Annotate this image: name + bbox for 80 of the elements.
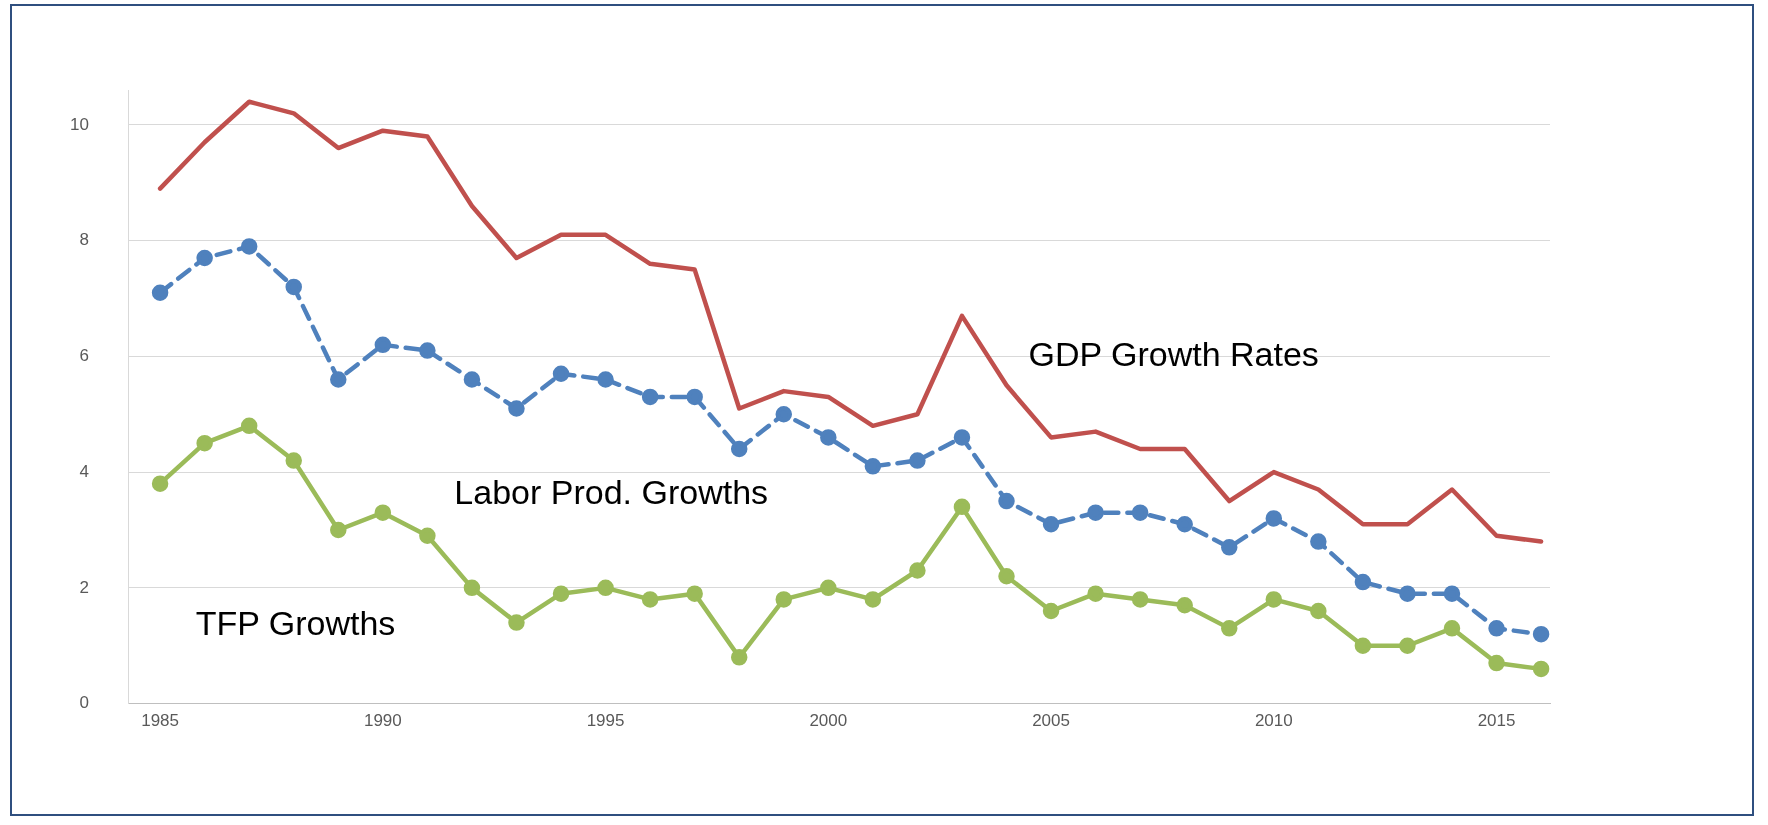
point — [1131, 504, 1149, 521]
y-tick-label: 8 — [79, 230, 89, 250]
point — [1354, 573, 1372, 591]
point — [1042, 602, 1060, 620]
x-tick-label: 2000 — [809, 711, 848, 731]
x-tick-label: 2010 — [1254, 711, 1293, 731]
point — [597, 371, 614, 388]
point — [508, 614, 525, 631]
point — [419, 527, 436, 545]
point — [330, 521, 347, 539]
point — [552, 585, 570, 602]
point — [285, 452, 302, 469]
point — [1310, 602, 1327, 620]
point — [1488, 620, 1505, 637]
point — [775, 406, 793, 423]
point — [953, 429, 971, 446]
point — [240, 417, 258, 435]
point — [730, 440, 748, 458]
point — [820, 579, 837, 597]
x-tick-label: 1985 — [141, 711, 180, 731]
point — [686, 585, 703, 602]
point — [1532, 660, 1550, 678]
point — [196, 249, 213, 267]
point — [463, 579, 481, 597]
point — [1488, 654, 1505, 672]
point — [820, 429, 837, 446]
point — [196, 434, 213, 452]
y-tick-label: 10 — [69, 114, 89, 134]
point — [151, 284, 169, 301]
point — [1399, 637, 1416, 654]
y-tick-label: 6 — [79, 346, 89, 366]
point — [1221, 539, 1238, 556]
point — [641, 388, 659, 406]
point — [1443, 620, 1461, 637]
series-label: GDP Growth Rates — [1028, 334, 1319, 373]
x-tick-label: 1990 — [363, 711, 402, 731]
point — [1176, 515, 1193, 533]
point — [686, 388, 703, 406]
point — [1176, 596, 1193, 614]
point — [1087, 585, 1104, 602]
point — [1354, 637, 1372, 654]
point — [730, 649, 748, 666]
y-tick-label: 2 — [79, 577, 89, 597]
point — [909, 452, 926, 469]
point — [285, 278, 302, 296]
point — [1221, 620, 1238, 637]
point — [1042, 515, 1060, 533]
series-label: Labor Prod. Growths — [454, 473, 769, 512]
point — [508, 400, 525, 417]
point — [1399, 585, 1416, 602]
point — [775, 591, 793, 608]
point — [552, 365, 570, 382]
point — [374, 504, 392, 521]
x-tick-label: 1995 — [586, 711, 625, 731]
point — [953, 498, 971, 516]
point — [597, 579, 614, 597]
point — [463, 371, 481, 388]
point — [151, 475, 169, 492]
point — [374, 336, 392, 354]
point — [1131, 591, 1149, 608]
point — [998, 492, 1015, 510]
point — [864, 458, 882, 475]
point — [998, 568, 1015, 585]
point — [1443, 585, 1461, 602]
y-tick-label: 0 — [79, 693, 89, 713]
y-tick-label: 4 — [79, 461, 89, 481]
x-tick-label: 2015 — [1477, 711, 1516, 731]
x-tick-label: 2005 — [1032, 711, 1070, 731]
point — [1265, 591, 1283, 608]
point — [330, 371, 347, 388]
point — [1532, 625, 1550, 643]
point — [641, 591, 659, 608]
point — [240, 238, 258, 255]
point — [864, 591, 882, 608]
point — [1087, 504, 1104, 521]
point — [909, 562, 926, 579]
point — [419, 342, 436, 359]
point — [1265, 510, 1283, 527]
point — [1310, 533, 1327, 550]
text: TFP Growths — [195, 604, 396, 643]
